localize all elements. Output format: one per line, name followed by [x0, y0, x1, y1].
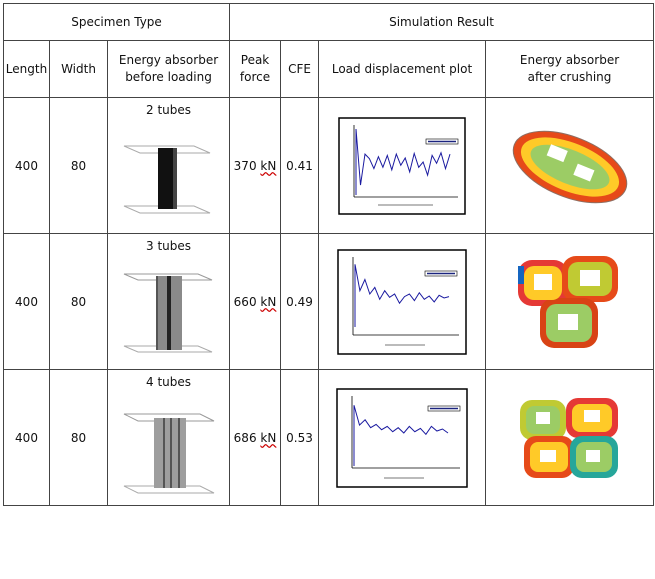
cell-load-plot	[319, 98, 486, 234]
header-peak-line2: force	[240, 70, 270, 84]
results-table: Specimen Type Simulation Result Length W…	[3, 3, 654, 506]
peak-force-unit: kN	[260, 159, 276, 173]
cell-load-plot	[319, 234, 486, 370]
peak-force-value: 686	[234, 431, 257, 445]
tube-count-label: 3 tubes	[108, 239, 229, 253]
cell-load-plot	[319, 370, 486, 506]
cell-before-loading: 4 tubes	[108, 370, 230, 506]
header-after-line1: Energy absorber	[520, 53, 619, 67]
header-after-crushing: Energy absorber after crushing	[486, 41, 654, 98]
four-tube-model-image	[118, 394, 218, 500]
header-simulation-result: Simulation Result	[230, 4, 654, 41]
header-peak-line1: Peak	[241, 53, 270, 67]
header-length: Length	[4, 41, 50, 98]
header-before-loading: Energy absorber before loading	[108, 41, 230, 98]
header-before-line2: before loading	[125, 70, 212, 84]
header-peak-force: Peak force	[230, 41, 281, 98]
cell-cfe: 0.53	[281, 370, 319, 506]
three-tube-model-image	[118, 258, 218, 364]
cell-length: 400	[4, 234, 50, 370]
table-row: 400 80 4 tubes 686 kN 0.53	[4, 370, 654, 506]
cell-before-loading: 2 tubes	[108, 98, 230, 234]
tube-count-label: 4 tubes	[108, 375, 229, 389]
load-displacement-plot	[336, 388, 468, 488]
load-displacement-plot	[337, 249, 467, 355]
cell-after-crushing	[486, 370, 654, 506]
header-load-plot: Load displacement plot	[319, 41, 486, 98]
peak-force-unit: kN	[260, 295, 276, 309]
peak-force-unit: kN	[260, 431, 276, 445]
peak-force-value: 660	[234, 295, 257, 309]
cell-peak-force: 370 kN	[230, 98, 281, 234]
header-after-line2: after crushing	[528, 70, 612, 84]
header-specimen-type: Specimen Type	[4, 4, 230, 41]
cell-width: 80	[50, 370, 108, 506]
cell-peak-force: 660 kN	[230, 234, 281, 370]
tube-count-label: 2 tubes	[108, 103, 229, 117]
load-displacement-plot	[338, 117, 466, 215]
peak-force-value: 370	[234, 159, 257, 173]
cell-after-crushing	[486, 234, 654, 370]
crushed-two-tube-image	[504, 123, 636, 209]
table-row: 400 80 2 tubes 370 kN 0.41	[4, 98, 654, 234]
cell-length: 400	[4, 370, 50, 506]
cell-peak-force: 686 kN	[230, 370, 281, 506]
cell-before-loading: 3 tubes	[108, 234, 230, 370]
cell-cfe: 0.49	[281, 234, 319, 370]
header-width: Width	[50, 41, 108, 98]
header-cfe: CFE	[281, 41, 319, 98]
cell-cfe: 0.41	[281, 98, 319, 234]
two-tube-model-image	[118, 122, 218, 228]
crushed-four-tube-image	[510, 390, 630, 486]
cell-length: 400	[4, 98, 50, 234]
cell-after-crushing	[486, 98, 654, 234]
header-before-line1: Energy absorber	[119, 53, 218, 67]
table-row: 400 80 3 tubes 660 kN 0.49	[4, 234, 654, 370]
cell-width: 80	[50, 234, 108, 370]
cell-width: 80	[50, 98, 108, 234]
crushed-three-tube-image	[504, 246, 636, 358]
